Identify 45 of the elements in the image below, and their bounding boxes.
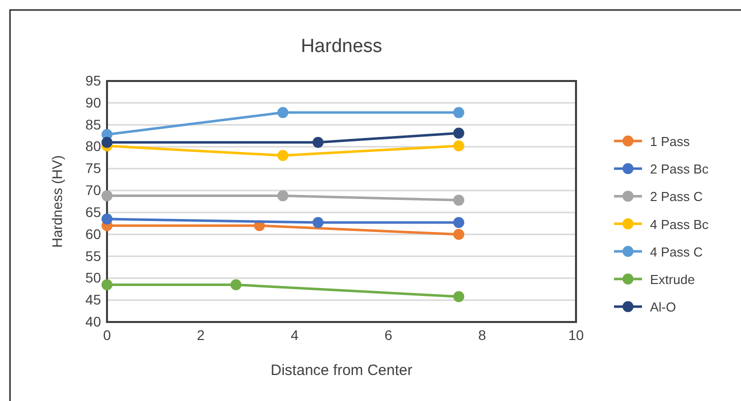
point xyxy=(277,150,288,161)
y-tick-label: 95 xyxy=(85,72,102,88)
point xyxy=(453,140,464,152)
y-tick-label: 70 xyxy=(85,182,102,198)
point xyxy=(453,128,464,139)
y-tick-label: 55 xyxy=(85,248,102,264)
legend-label: 4 Pass Bc xyxy=(650,216,710,232)
point xyxy=(277,190,288,202)
y-tick-label: 85 xyxy=(85,116,102,132)
point xyxy=(102,279,112,290)
point xyxy=(453,194,464,206)
chart-title: Hardness xyxy=(300,36,382,57)
legend-label: Al-O xyxy=(650,300,676,315)
y-axis-title: Hardness (HV) xyxy=(49,155,65,248)
x-tick-label: 10 xyxy=(568,326,584,343)
y-tick-label: 65 xyxy=(85,204,102,220)
y-tick-label: 60 xyxy=(85,226,102,242)
point xyxy=(102,136,112,148)
y-tick-label: 40 xyxy=(85,313,102,330)
point xyxy=(312,217,324,228)
point xyxy=(453,107,464,118)
legend-label: 1 Pass xyxy=(650,134,690,149)
x-axis-title: Distance from Center xyxy=(270,362,412,379)
legend-label: 4 Pass C xyxy=(650,244,703,260)
x-tick-label: 8 xyxy=(478,326,486,343)
legend-label: 2 Pass C xyxy=(650,189,703,204)
x-tick-label: 4 xyxy=(290,326,299,343)
point xyxy=(453,291,464,302)
point xyxy=(102,214,112,225)
point xyxy=(277,107,288,118)
y-tick-label: 75 xyxy=(85,160,102,176)
y-tick-label: 50 xyxy=(85,270,102,286)
x-tick-label: 0 xyxy=(103,326,112,343)
point xyxy=(102,190,112,202)
point xyxy=(312,136,324,148)
x-tick-label: 6 xyxy=(384,326,392,343)
point xyxy=(453,228,464,240)
y-tick-label: 80 xyxy=(85,138,102,154)
legend-label: 2 Pass Bc xyxy=(650,162,710,177)
legend-label: Extrude xyxy=(650,272,695,287)
point xyxy=(453,217,464,228)
point xyxy=(230,279,242,290)
y-tick-label: 45 xyxy=(85,292,102,308)
x-tick-label: 2 xyxy=(196,326,205,343)
y-tick-label: 90 xyxy=(85,94,102,110)
